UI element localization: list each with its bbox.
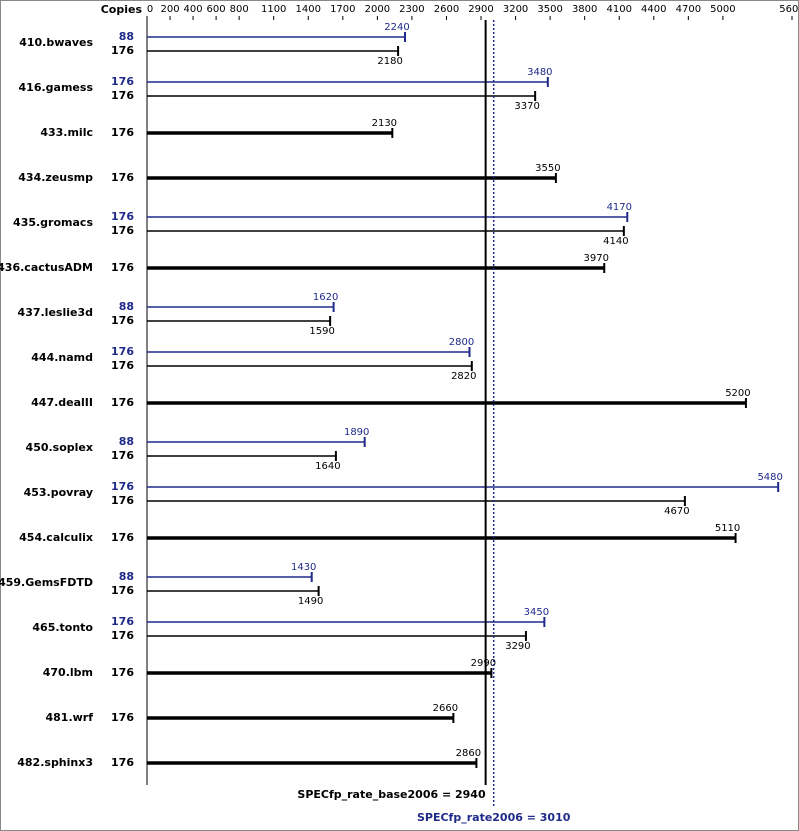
category-label: 434.zeusmp bbox=[18, 171, 93, 184]
copies-label: 176 bbox=[111, 584, 134, 597]
copies-label: 88 bbox=[119, 570, 134, 583]
category-label: 482.sphinx3 bbox=[17, 756, 93, 769]
copies-label: 88 bbox=[119, 300, 134, 313]
value-label: 2240 bbox=[384, 22, 409, 33]
x-tick-label: 600 bbox=[207, 4, 226, 15]
copies-label: 176 bbox=[111, 629, 134, 642]
category-label: 437.leslie3d bbox=[18, 306, 93, 319]
value-label: 3450 bbox=[524, 607, 549, 618]
x-tick-label: 2300 bbox=[399, 4, 424, 15]
category-label: 450.soplex bbox=[26, 441, 93, 454]
value-label: 3970 bbox=[584, 253, 609, 264]
copies-label: 176 bbox=[111, 756, 134, 769]
x-tick-label: 5600 bbox=[779, 4, 799, 15]
value-label: 3370 bbox=[514, 101, 539, 112]
copies-label: 176 bbox=[111, 89, 134, 102]
x-tick-label: 2600 bbox=[434, 4, 459, 15]
value-label: 5200 bbox=[725, 388, 750, 399]
copies-label: 176 bbox=[111, 359, 134, 372]
x-tick-label: 3200 bbox=[503, 4, 528, 15]
value-label: 4670 bbox=[664, 506, 689, 517]
copies-label: 176 bbox=[111, 494, 134, 507]
value-label: 3480 bbox=[527, 67, 552, 78]
copies-label: 176 bbox=[111, 666, 134, 679]
value-label: 1640 bbox=[315, 461, 340, 472]
category-label: 435.gromacs bbox=[13, 216, 93, 229]
copies-label: 176 bbox=[111, 314, 134, 327]
reference-label: SPECfp_rate2006 = 3010 bbox=[417, 811, 571, 824]
value-label: 3290 bbox=[505, 641, 530, 652]
category-label: 436.cactusADM bbox=[0, 261, 93, 274]
category-label: 447.dealII bbox=[31, 396, 93, 409]
copies-label: 88 bbox=[119, 30, 134, 43]
copies-label: 176 bbox=[111, 126, 134, 139]
value-label: 2820 bbox=[451, 371, 476, 382]
copies-label: 176 bbox=[111, 44, 134, 57]
x-tick-label: 0 bbox=[147, 4, 153, 15]
value-label: 1490 bbox=[298, 596, 323, 607]
x-tick-label: 400 bbox=[184, 4, 203, 15]
x-tick-label: 1100 bbox=[261, 4, 286, 15]
copies-label: 176 bbox=[111, 531, 134, 544]
value-label: 2990 bbox=[471, 658, 496, 669]
category-label: 453.povray bbox=[24, 486, 93, 499]
copies-label: 88 bbox=[119, 435, 134, 448]
category-label: 454.calculix bbox=[19, 531, 93, 544]
value-label: 1620 bbox=[313, 292, 338, 303]
copies-label: 176 bbox=[111, 261, 134, 274]
x-tick-label: 3500 bbox=[537, 4, 562, 15]
value-label: 2860 bbox=[456, 748, 481, 759]
value-label: 5110 bbox=[715, 523, 740, 534]
x-tick-label: 3800 bbox=[572, 4, 597, 15]
category-label: 459.GemsFDTD bbox=[0, 576, 93, 589]
x-tick-label: 2900 bbox=[468, 4, 493, 15]
x-tick-label: 1400 bbox=[296, 4, 321, 15]
value-label: 5480 bbox=[757, 472, 782, 483]
x-tick-label: 200 bbox=[160, 4, 179, 15]
reference-label: SPECfp_rate_base2006 = 2940 bbox=[297, 788, 486, 801]
category-label: 433.milc bbox=[40, 126, 93, 139]
copies-label: 176 bbox=[111, 75, 134, 88]
value-label: 2800 bbox=[449, 337, 474, 348]
category-label: 465.tonto bbox=[32, 621, 93, 634]
value-label: 2660 bbox=[433, 703, 458, 714]
x-tick-label: 800 bbox=[230, 4, 249, 15]
value-label: 1590 bbox=[309, 326, 334, 337]
value-label: 1430 bbox=[291, 562, 316, 573]
x-tick-label: 1700 bbox=[330, 4, 355, 15]
copies-label: 176 bbox=[111, 345, 134, 358]
category-label: 416.gamess bbox=[19, 81, 94, 94]
copies-label: 176 bbox=[111, 396, 134, 409]
copies-label: 176 bbox=[111, 480, 134, 493]
copies-label: 176 bbox=[111, 171, 134, 184]
copies-label: 176 bbox=[111, 224, 134, 237]
copies-label: 176 bbox=[111, 615, 134, 628]
category-label: 444.namd bbox=[31, 351, 93, 364]
x-tick-label: 4700 bbox=[676, 4, 701, 15]
x-tick-label: 2000 bbox=[365, 4, 390, 15]
x-tick-label: 5000 bbox=[710, 4, 735, 15]
category-label: 470.lbm bbox=[43, 666, 93, 679]
value-label: 1890 bbox=[344, 427, 369, 438]
value-label: 4170 bbox=[607, 202, 632, 213]
value-label: 3550 bbox=[535, 163, 560, 174]
x-tick-label: 4100 bbox=[607, 4, 632, 15]
copies-label: 176 bbox=[111, 449, 134, 462]
category-label: 481.wrf bbox=[45, 711, 93, 724]
category-label: 410.bwaves bbox=[19, 36, 93, 49]
copies-label: 176 bbox=[111, 711, 134, 724]
copies-header: Copies bbox=[101, 3, 143, 16]
x-tick-label: 4400 bbox=[641, 4, 666, 15]
value-label: 2130 bbox=[372, 118, 397, 129]
value-label: 2180 bbox=[377, 56, 402, 67]
copies-label: 176 bbox=[111, 210, 134, 223]
value-label: 4140 bbox=[603, 236, 628, 247]
